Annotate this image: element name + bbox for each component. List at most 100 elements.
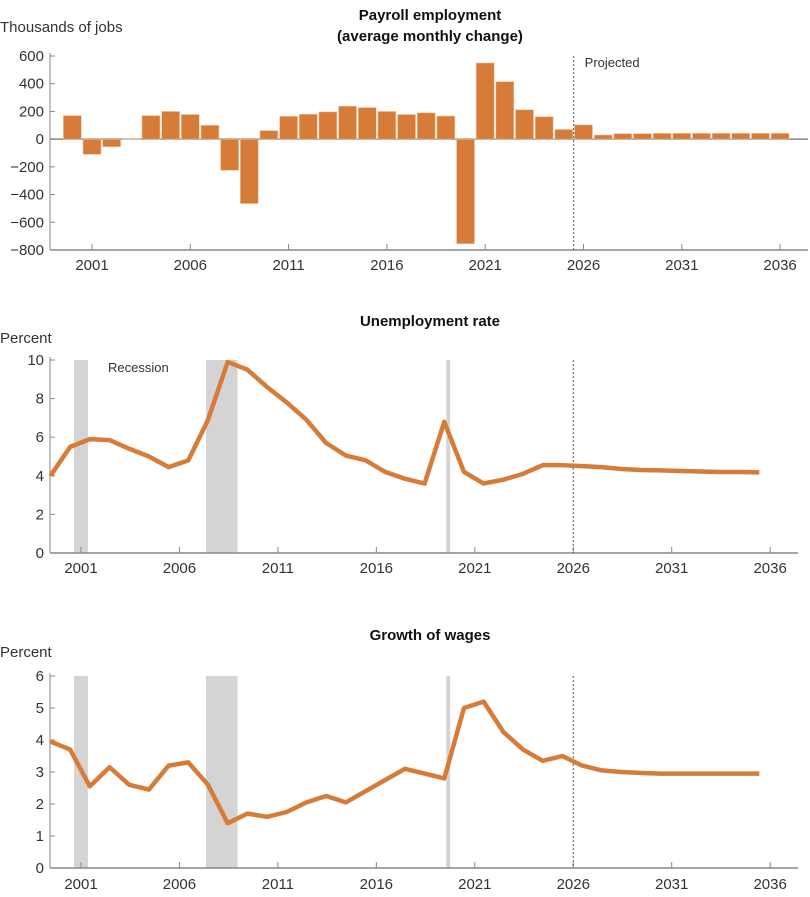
x-tick-label: 2031 xyxy=(655,876,688,893)
bar-2031 xyxy=(672,133,692,140)
wages-chart: 6 5 4 3 2 1 0 2001 2006 2011 2016 2021 2026 2031 2036 xyxy=(36,668,798,893)
bar-2003 xyxy=(122,138,141,141)
y-tick-label: −200 xyxy=(10,159,44,176)
y-tick-label: 5 xyxy=(36,700,44,717)
x-tick-label: 2016 xyxy=(360,560,393,577)
y-tick-label: 0 xyxy=(36,545,44,562)
x-tick-label: 2016 xyxy=(360,876,393,893)
bar-2013 xyxy=(318,111,338,140)
bar-2024 xyxy=(534,116,554,140)
wages-ylabel: Percent xyxy=(0,644,53,661)
y-tick-label: −400 xyxy=(10,187,44,204)
y-tick-label: 4 xyxy=(36,732,44,749)
y-tick-label: −600 xyxy=(10,214,44,231)
x-tick-label: 2026 xyxy=(557,876,590,893)
recession-band xyxy=(74,360,88,553)
y-tick-label: 2 xyxy=(36,506,44,523)
x-tick-label: 2011 xyxy=(272,257,304,274)
bar-2029 xyxy=(633,133,652,140)
recession-band xyxy=(206,676,238,868)
series-line xyxy=(49,699,760,826)
x-tick-label: 2001 xyxy=(64,876,97,893)
recession-band xyxy=(446,360,451,553)
bar-2030 xyxy=(652,133,672,140)
x-tick-label: 2036 xyxy=(753,560,786,577)
x-tick-label: 2001 xyxy=(75,257,108,274)
payroll-chart: 600 400 200 0 −200 −400 −600 −800 2001 2006 2011 20… xyxy=(10,48,808,274)
x-tick-label: 2006 xyxy=(163,876,196,893)
x-tick-label: 2006 xyxy=(174,257,207,274)
payroll-subtitle: (average monthly change) xyxy=(337,28,523,45)
bar-2020 xyxy=(456,138,475,245)
bar-2016 xyxy=(377,111,397,140)
bar-2033 xyxy=(711,133,731,140)
x-tick-label: 2016 xyxy=(370,257,403,274)
bar-2001 xyxy=(82,138,102,155)
x-tick-label: 2001 xyxy=(64,560,97,577)
y-tick-label: 600 xyxy=(19,48,44,65)
bar-2036 xyxy=(770,133,790,140)
wages-title: Growth of wages xyxy=(370,627,491,644)
y-tick-label: 8 xyxy=(36,391,44,408)
bar-2025 xyxy=(554,129,574,140)
bar-2002 xyxy=(102,138,121,148)
bar-2006 xyxy=(181,114,200,140)
y-tick-label: 0 xyxy=(36,131,44,148)
x-tick-label: 2031 xyxy=(655,560,688,577)
bar-2005 xyxy=(161,111,180,140)
projected-label: Projected xyxy=(585,55,640,70)
y-tick-label: 3 xyxy=(36,764,44,781)
bar-2032 xyxy=(692,133,711,140)
recession-band xyxy=(206,360,238,553)
x-tick-label: 2026 xyxy=(557,560,590,577)
bar-2009 xyxy=(239,138,259,204)
bar-2015 xyxy=(357,107,377,140)
bar-2008 xyxy=(220,138,239,171)
x-tick-label: 2021 xyxy=(458,560,491,577)
y-tick-label: −800 xyxy=(10,242,44,259)
unemployment-ylabel: Percent xyxy=(0,330,53,347)
x-tick-label: 2021 xyxy=(469,257,502,274)
y-tick-label: 0 xyxy=(36,860,44,877)
unemployment-title: Unemployment rate xyxy=(360,313,500,330)
payroll-title: Payroll employment xyxy=(359,7,502,24)
bar-2027 xyxy=(593,134,613,140)
x-tick-label: 2036 xyxy=(763,257,796,274)
x-tick-label: 2036 xyxy=(753,876,786,893)
bar-2004 xyxy=(141,115,161,140)
bar-2035 xyxy=(751,133,770,140)
bar-2023 xyxy=(515,109,534,140)
bar-2000 xyxy=(63,115,82,140)
x-tick-label: 2031 xyxy=(665,257,698,274)
bar-2026 xyxy=(574,124,593,140)
bar-2007 xyxy=(200,124,220,140)
bar-2010 xyxy=(259,130,279,140)
x-tick-label: 2006 xyxy=(163,560,196,577)
x-tick-label: 2026 xyxy=(567,257,600,274)
x-tick-label: 2021 xyxy=(458,876,491,893)
y-tick-label: 200 xyxy=(19,103,44,120)
bar-2018 xyxy=(416,112,436,140)
y-tick-label: 6 xyxy=(36,429,44,446)
bar-2022 xyxy=(495,81,515,140)
y-tick-label: 2 xyxy=(36,796,44,813)
x-tick-label: 2011 xyxy=(262,560,294,577)
bar-2012 xyxy=(298,113,318,140)
y-tick-label: 400 xyxy=(19,76,44,93)
bar-2017 xyxy=(397,114,416,140)
y-tick-label: 1 xyxy=(36,828,44,845)
y-tick-label: 10 xyxy=(27,352,44,369)
bar-2011 xyxy=(279,115,298,140)
payroll-ylabel: Thousands of jobs xyxy=(0,19,123,36)
y-tick-label: 6 xyxy=(36,668,44,685)
unemployment-chart: Recession 10 8 6 4 2 0 2001 2006 2011 2016 2021 2026… xyxy=(27,352,798,577)
y-tick-label: 4 xyxy=(36,468,44,485)
series-line xyxy=(48,359,760,486)
bar-2021 xyxy=(475,62,495,140)
bar-2014 xyxy=(338,105,357,140)
recession-label: Recession xyxy=(108,360,169,375)
bar-2028 xyxy=(613,133,633,140)
bar-2034 xyxy=(731,133,751,140)
bar-2019 xyxy=(436,115,456,140)
